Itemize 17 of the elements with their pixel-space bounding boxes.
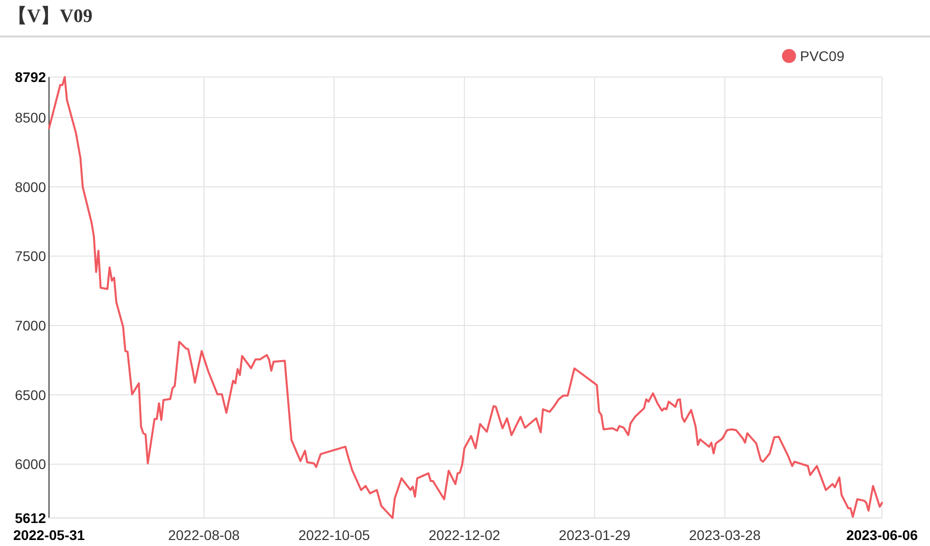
y-tick-label: 7500 [14,248,46,264]
y-tick-label: 5612 [14,510,46,526]
y-tick-label: 8500 [14,109,46,126]
x-tick-label: 2023-03-28 [689,527,761,543]
legend-label: PVC09 [800,48,845,64]
x-tick-label: 2023-01-29 [558,527,631,543]
x-tick-label: 2022-05-31 [13,527,86,543]
y-tick-label: 8000 [14,178,46,195]
y-tick-label: 6000 [14,456,46,472]
x-tick-label: 2023-06-06 [846,527,918,543]
title: 【V】V09 [8,6,92,27]
y-tick-label: 6500 [14,386,46,403]
x-tick-label: 2022-08-08 [168,527,240,543]
y-tick-label: 8792 [14,69,46,85]
y-tick-label: 7000 [14,318,46,334]
x-tick-label: 2022-12-02 [428,527,500,543]
x-tick-label: 2022-10-05 [298,527,370,543]
